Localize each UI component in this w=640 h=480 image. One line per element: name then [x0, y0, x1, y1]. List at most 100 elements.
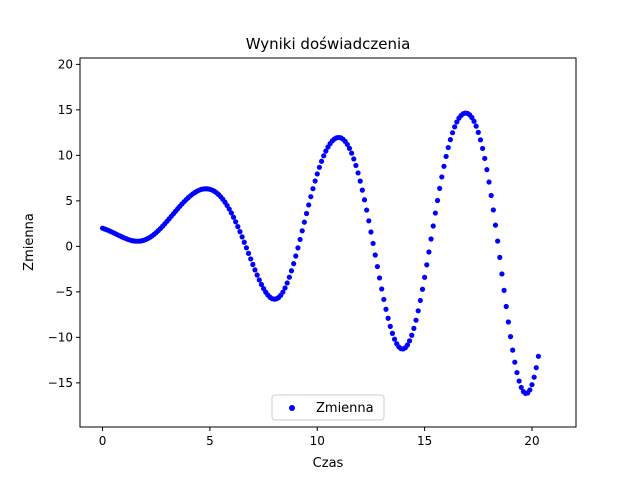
x-tick-label: 10 [310, 434, 325, 448]
y-tick-label: −10 [48, 330, 73, 344]
data-point [488, 192, 494, 199]
data-point [245, 250, 252, 256]
data-point [376, 275, 383, 281]
data-point [471, 118, 477, 124]
data-point [239, 234, 245, 240]
data-point [505, 319, 511, 325]
y-tick-label: −15 [48, 376, 73, 390]
data-point [359, 187, 365, 193]
data-point [351, 156, 357, 162]
legend-box [271, 394, 385, 421]
data-point [280, 289, 286, 295]
data-point [321, 153, 327, 159]
data-point [370, 240, 376, 247]
data-point [499, 271, 505, 277]
data-point [295, 245, 301, 251]
data-point [366, 218, 372, 224]
x-axis-ticks: 0 5 10 15 20 [99, 427, 540, 448]
data-point [426, 249, 432, 255]
data-point [286, 274, 292, 280]
data-point [512, 359, 518, 365]
data-point [454, 119, 460, 125]
data-point [452, 124, 458, 130]
data-point [439, 174, 445, 180]
data-point [419, 286, 426, 292]
data-point [310, 186, 316, 192]
data-point [434, 197, 441, 204]
data-point [432, 210, 438, 216]
data-point [308, 194, 314, 200]
data-point [389, 330, 396, 336]
data-point [447, 137, 453, 143]
data-point [353, 162, 359, 169]
data-point [503, 303, 509, 310]
data-point [514, 369, 520, 376]
data-point [312, 178, 318, 184]
data-point [383, 306, 389, 312]
data-point [379, 286, 385, 292]
data-point [411, 325, 417, 331]
data-point [303, 210, 310, 217]
data-point [406, 338, 413, 344]
data-point [361, 197, 368, 203]
data-point [291, 261, 297, 267]
data-point [254, 272, 260, 278]
data-point [473, 123, 479, 129]
data-point [529, 382, 535, 388]
data-point [413, 317, 419, 323]
data-point [381, 296, 387, 303]
y-tick-label: 20 [58, 57, 73, 71]
data-point [516, 378, 522, 384]
data-point [415, 308, 421, 314]
data-point [482, 155, 488, 162]
data-point [301, 219, 307, 225]
data-point [368, 229, 374, 235]
data-point [385, 315, 391, 321]
data-point [282, 285, 288, 291]
data-point [243, 245, 250, 251]
data-point [344, 141, 350, 148]
x-tick-label: 15 [417, 434, 432, 448]
data-point [475, 129, 481, 135]
data-point [228, 210, 234, 216]
data-point [424, 262, 430, 268]
x-tick-label: 20 [524, 434, 539, 448]
data-point [428, 236, 434, 242]
data-point [355, 170, 361, 176]
y-axis-label: Zmienna [22, 213, 37, 271]
data-point [288, 268, 295, 274]
data-point [404, 342, 411, 348]
data-point [441, 163, 447, 169]
data-point [284, 280, 290, 286]
data-point [486, 179, 492, 185]
data-point [252, 267, 258, 273]
data-point [449, 130, 456, 136]
x-axis-label: Czas [313, 456, 344, 471]
data-point [387, 323, 393, 329]
data-point [490, 207, 496, 213]
y-tick-label: 0 [65, 239, 73, 253]
x-tick-label: 0 [99, 434, 107, 448]
data-point [346, 145, 353, 151]
data-point [250, 261, 256, 268]
data-point [230, 214, 237, 220]
y-tick-label: −5 [55, 285, 73, 299]
data-point [235, 224, 241, 230]
data-point [248, 256, 254, 262]
plot-frame [79, 57, 577, 428]
data-point [314, 171, 320, 177]
data-point [306, 202, 312, 208]
data-point [349, 150, 355, 156]
data-point [299, 228, 305, 234]
data-point [357, 178, 363, 184]
data-point [323, 148, 329, 154]
data-point [535, 353, 542, 359]
data-point [318, 158, 325, 164]
y-tick-label: 10 [58, 148, 73, 162]
y-tick-label: 15 [58, 103, 73, 117]
data-point [430, 223, 436, 229]
data-point [507, 334, 514, 340]
data-point [527, 387, 533, 393]
legend-label: Zmienna [316, 401, 374, 416]
